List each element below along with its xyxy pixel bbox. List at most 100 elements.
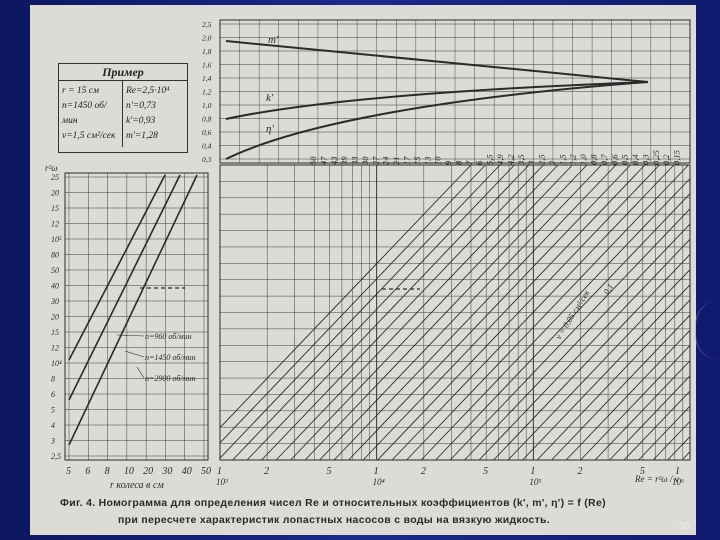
leader-2900 bbox=[136, 366, 145, 379]
left-x-tick: 10 bbox=[124, 466, 134, 477]
viscosity-label: 0,3 bbox=[640, 154, 650, 165]
leader-960 bbox=[116, 334, 145, 337]
main-x-tick: 1 bbox=[217, 466, 222, 477]
viscosity-line bbox=[290, 164, 573, 461]
label-n960: n=960 об/мин bbox=[145, 332, 192, 341]
line-n1450 bbox=[68, 174, 181, 401]
viscosity-label: 0,2 bbox=[661, 154, 671, 165]
viscosity-label: 8 bbox=[453, 160, 463, 165]
top-y-tick: 1,8 bbox=[202, 47, 212, 56]
viscosity-line bbox=[565, 329, 691, 461]
viscosity-label: 2 bbox=[547, 160, 557, 165]
viscosity-label: 0,4 bbox=[630, 154, 640, 165]
viscosity-label: 27 bbox=[370, 156, 380, 165]
viscosity-label: 39 bbox=[339, 156, 349, 166]
figure-caption: Фиг. 4. Номограмма для определения чисел… bbox=[60, 495, 700, 529]
viscosity-label: 50 bbox=[308, 156, 318, 165]
main-x-tick: 5 bbox=[327, 466, 332, 477]
viscosity-line bbox=[391, 164, 675, 461]
example-left-2: ν=1,5 см²/сек bbox=[62, 131, 116, 141]
viscosity-label: 0,6 bbox=[609, 154, 619, 165]
viscosity-label: 1,2 bbox=[568, 154, 578, 165]
viscosity-line bbox=[638, 405, 691, 461]
caption-line-2: при пересчете характеристик лопастных на… bbox=[118, 514, 550, 526]
left-y-tick: 10⁵ bbox=[51, 235, 62, 244]
left-y-axis-label: r²ω bbox=[45, 163, 58, 173]
viscosity-line bbox=[536, 299, 691, 461]
viscosity-label: 10 bbox=[433, 156, 443, 165]
left-x-tick: 20 bbox=[143, 466, 153, 477]
viscosity-label: 0,5 bbox=[620, 154, 630, 165]
viscosity-line bbox=[464, 223, 691, 461]
viscosity-line bbox=[609, 375, 691, 461]
label-n1450: n=1450 об/мин bbox=[145, 353, 196, 362]
left-y-tick: 30 bbox=[50, 297, 59, 306]
viscosity-line bbox=[246, 164, 530, 461]
viscosity-line bbox=[493, 254, 691, 461]
viscosity-label: 3,5 bbox=[516, 154, 526, 166]
viscosity-line bbox=[478, 238, 691, 461]
main-x-tick: 2 bbox=[264, 466, 269, 477]
example-right-1: n'=0,73 bbox=[126, 101, 156, 111]
left-y-tick: 5 bbox=[51, 406, 55, 415]
example-title: Пример bbox=[59, 64, 187, 81]
main-x-label: Re = r²ω / ν bbox=[634, 474, 679, 484]
main-x-decade: 10⁶ bbox=[672, 477, 684, 487]
nomogram: 2,52,01,81,61,41,21,00,80,60,40,3m'k'η'5… bbox=[45, 19, 691, 491]
viscosity-line bbox=[304, 164, 588, 461]
curve-k bbox=[225, 81, 649, 120]
example-right-col: Re=2,5·10⁴ n'=0,73 k'=0,93 m'=1,28 bbox=[123, 81, 187, 147]
viscosity-line bbox=[435, 193, 691, 461]
leader-1450 bbox=[124, 350, 145, 358]
line-n2900 bbox=[68, 174, 198, 446]
left-x-tick: 6 bbox=[85, 466, 90, 477]
viscosity-label: 9 bbox=[443, 160, 453, 165]
viscosity-label: 13 bbox=[422, 157, 432, 166]
viscosity-line bbox=[652, 421, 691, 461]
viscosity-line bbox=[219, 164, 472, 428]
viscosity-line bbox=[319, 164, 602, 461]
viscosity-label: 24 bbox=[381, 156, 391, 165]
viscosity-line bbox=[580, 345, 691, 461]
viscosity-label: 0,15 bbox=[672, 150, 682, 165]
main-x-tick: 5 bbox=[640, 466, 645, 477]
main-x-tick: 1 bbox=[530, 466, 535, 477]
main-x-decade: 10³ bbox=[216, 477, 228, 487]
viscosity-line bbox=[348, 164, 631, 461]
main-x-tick: 1 bbox=[675, 466, 680, 477]
curve-eta-label: η' bbox=[266, 123, 274, 135]
left-x-tick: 5 bbox=[66, 466, 71, 477]
viscosity-line bbox=[420, 178, 691, 461]
viscosity-label: 43 bbox=[329, 157, 339, 166]
viscosity-annotation-2: 0,1 bbox=[601, 282, 615, 296]
left-y-tick: 3 bbox=[50, 437, 55, 446]
viscosity-line bbox=[275, 164, 559, 461]
viscosity-label: 21 bbox=[391, 157, 401, 166]
example-left-1: n=1450 об/мин bbox=[62, 101, 107, 126]
viscosity-label: 4,2 bbox=[505, 154, 515, 165]
viscosity-line bbox=[507, 269, 691, 461]
scanned-page: 2,5 2,0 1,8 1,6 1,4 1,2 1,0 0,8 0,6 0,4 0,3 m' k' η' 5… bbox=[30, 5, 696, 535]
viscosity-label: 15 bbox=[412, 157, 422, 166]
left-y-tick: 20 bbox=[51, 313, 59, 322]
viscosity-line bbox=[406, 164, 689, 461]
left-y-tick: 10⁴ bbox=[51, 359, 62, 368]
left-y-tick: 6 bbox=[51, 390, 55, 399]
viscosity-line bbox=[232, 164, 515, 461]
main-x-decade: 10⁴ bbox=[373, 477, 385, 487]
left-y-tick: 8 bbox=[51, 375, 55, 384]
curve-m bbox=[225, 40, 649, 83]
top-y-tick: 2,5 bbox=[202, 20, 212, 29]
top-y-tick: 0,3 bbox=[202, 155, 212, 164]
left-y-tick: 12 bbox=[51, 344, 59, 353]
viscosity-label: 5,5 bbox=[485, 154, 495, 165]
decorative-arc bbox=[695, 300, 720, 360]
main-x-tick: 5 bbox=[483, 466, 488, 477]
viscosity-label: 2,5 bbox=[537, 154, 547, 165]
label-n2900: n=2900 об/мин bbox=[145, 374, 196, 383]
top-y-tick: 0,6 bbox=[202, 128, 212, 137]
viscosity-label: 30 bbox=[360, 156, 370, 166]
left-y-tick: 40 bbox=[51, 282, 59, 291]
page-number: 33 bbox=[678, 521, 690, 532]
example-left-0: r = 15 см bbox=[62, 86, 100, 96]
